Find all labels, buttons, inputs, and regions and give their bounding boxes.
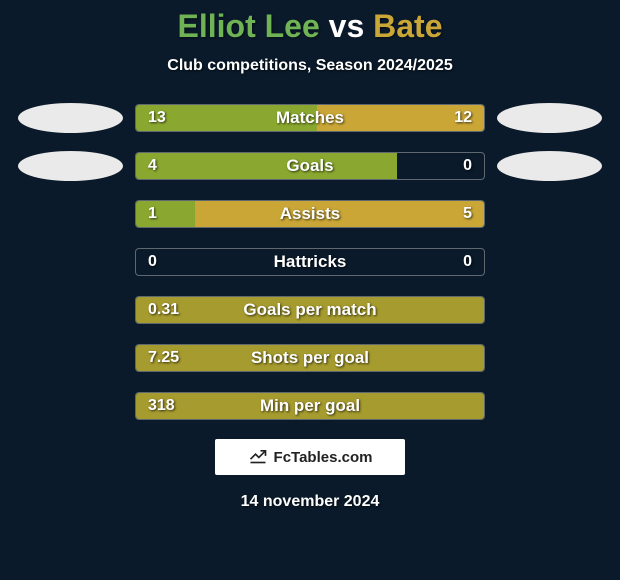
- branding-text: FcTables.com: [274, 449, 373, 466]
- spacer: [497, 391, 602, 421]
- stat-bar: Assists1 5: [135, 200, 485, 228]
- stat-bar-single: Min per goal318: [135, 392, 485, 420]
- title-player1: Elliot Lee: [178, 8, 320, 44]
- stat-value-player2: 5: [463, 201, 472, 227]
- branding-badge: FcTables.com: [215, 439, 405, 475]
- stat-value-single: 0.31: [148, 297, 179, 323]
- stat-row: Assists1 5: [0, 199, 620, 229]
- player2-badge: [497, 151, 602, 181]
- stat-label: Assists: [136, 201, 484, 227]
- stat-label: Matches: [136, 105, 484, 131]
- stat-value-player2: 12: [454, 105, 472, 131]
- player1-badge: [18, 151, 123, 181]
- stat-label: Hattricks: [136, 249, 484, 275]
- title-player2: Bate: [373, 8, 442, 44]
- date-text: 14 november 2024: [0, 493, 620, 511]
- stat-row-single: Min per goal318: [0, 391, 620, 421]
- spacer: [18, 391, 123, 421]
- stat-value-player1: 1: [148, 201, 157, 227]
- stat-value-player2: 0: [463, 153, 472, 179]
- stat-row-single: Goals per match0.31: [0, 295, 620, 325]
- spacer: [18, 295, 123, 325]
- stat-label: Shots per goal: [136, 345, 484, 371]
- stat-row: Goals4 0: [0, 151, 620, 181]
- stat-value-player1: 4: [148, 153, 157, 179]
- stat-label: Min per goal: [136, 393, 484, 419]
- stat-bar: Matches13 12: [135, 104, 485, 132]
- stat-value-single: 7.25: [148, 345, 179, 371]
- page-title: Elliot Lee vs Bate: [0, 0, 620, 45]
- stat-row: Hattricks0 0: [0, 247, 620, 277]
- chart-icon: [248, 445, 268, 469]
- spacer: [497, 247, 602, 277]
- stat-label: Goals: [136, 153, 484, 179]
- stat-row: Matches13 12: [0, 103, 620, 133]
- stat-value-player1: 0: [148, 249, 157, 275]
- spacer: [497, 295, 602, 325]
- spacer: [497, 199, 602, 229]
- spacer: [18, 343, 123, 373]
- spacer: [18, 199, 123, 229]
- player1-badge: [18, 103, 123, 133]
- title-vs: vs: [329, 8, 365, 44]
- stat-bar-single: Shots per goal7.25: [135, 344, 485, 372]
- stats-container: Matches1312Goals40Assists15Hattricks00Go…: [0, 103, 620, 421]
- subtitle: Club competitions, Season 2024/2025: [0, 57, 620, 75]
- stat-value-player2: 0: [463, 249, 472, 275]
- spacer: [497, 343, 602, 373]
- stat-row-single: Shots per goal7.25: [0, 343, 620, 373]
- player2-badge: [497, 103, 602, 133]
- stat-value-player1: 13: [148, 105, 166, 131]
- stat-value-single: 318: [148, 393, 175, 419]
- stat-label: Goals per match: [136, 297, 484, 323]
- stat-bar: Hattricks0 0: [135, 248, 485, 276]
- stat-bar: Goals4 0: [135, 152, 485, 180]
- stat-bar-single: Goals per match0.31: [135, 296, 485, 324]
- spacer: [18, 247, 123, 277]
